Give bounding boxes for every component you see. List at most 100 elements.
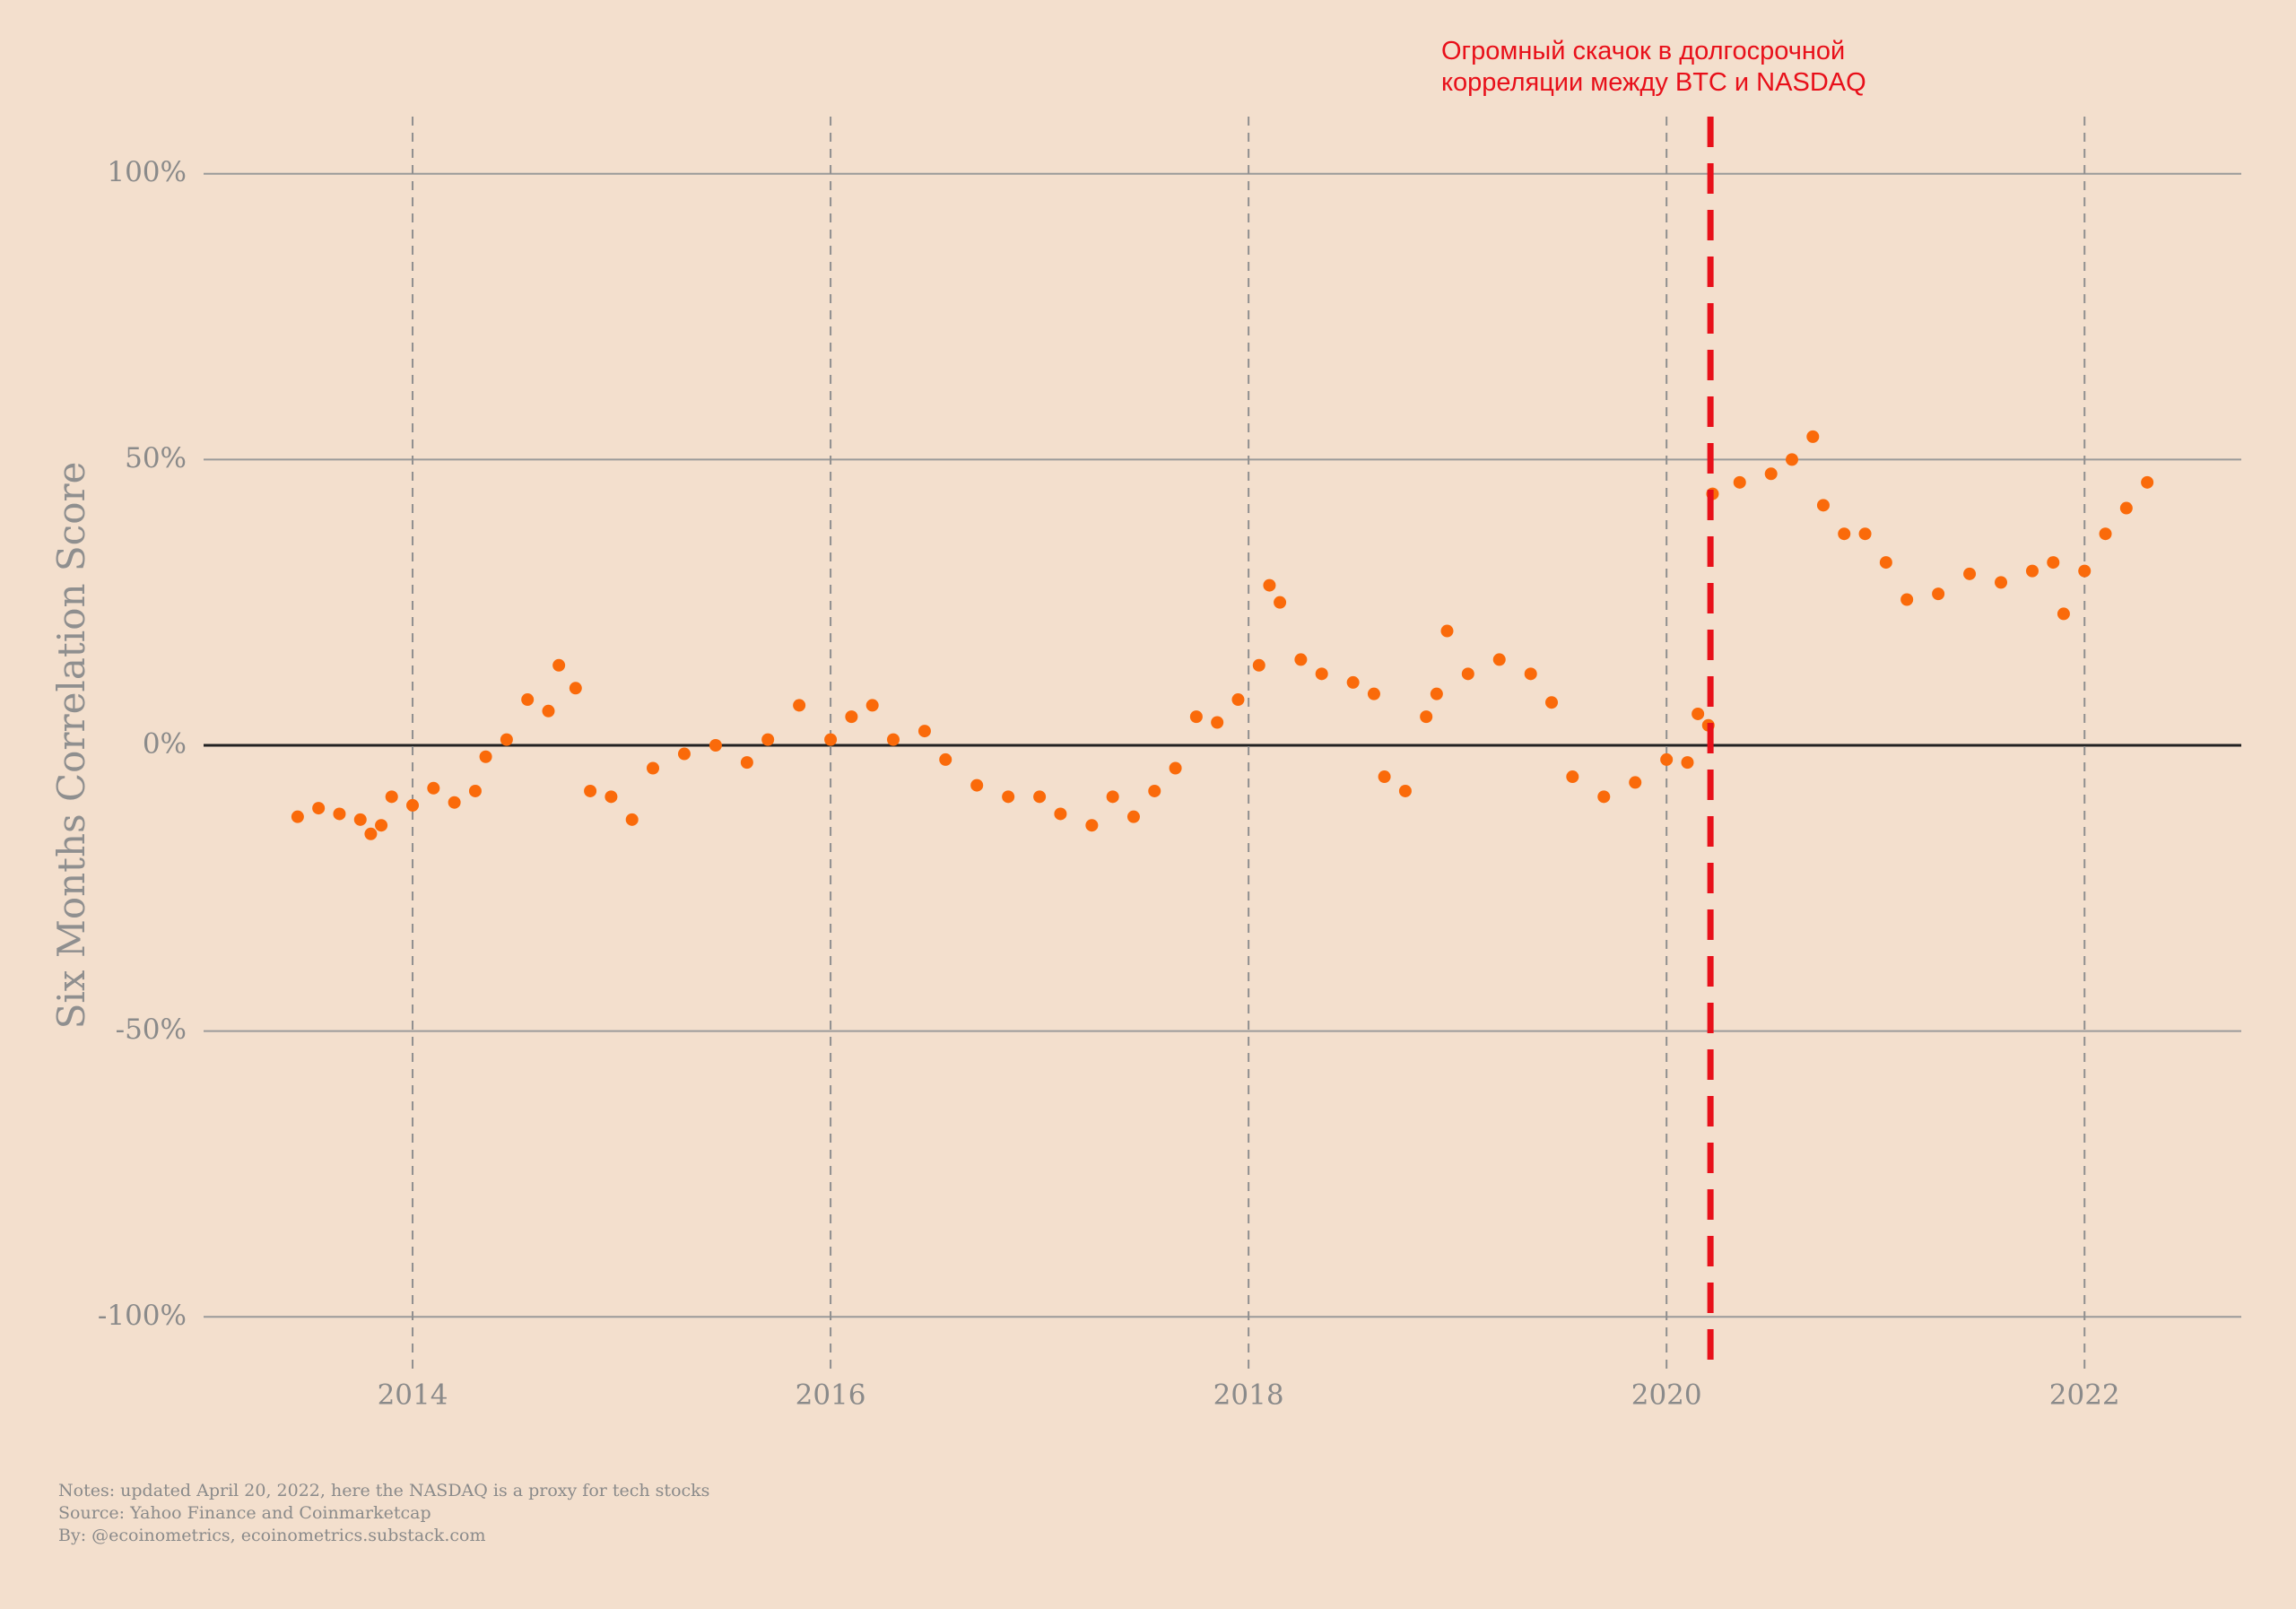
y-tick-label: -50% (116, 1013, 187, 1046)
point (1169, 761, 1182, 775)
point (1315, 667, 1328, 681)
point (1492, 653, 1506, 666)
x-tick-label: 2020 (1631, 1379, 1702, 1412)
annotation-line: корреляции между BTC и NASDAQ (1441, 68, 1866, 97)
point (291, 810, 304, 823)
point (1545, 696, 1559, 709)
point (939, 752, 952, 766)
point (479, 750, 492, 763)
point (2078, 564, 2092, 578)
annotation-line: Огромный скачок в долгосрочной (1441, 37, 1845, 65)
point (1398, 784, 1412, 797)
point (1430, 687, 1443, 700)
point (1126, 810, 1140, 823)
point (1597, 790, 1611, 804)
point (353, 813, 367, 826)
point (647, 761, 660, 775)
point (1879, 556, 1892, 570)
point (312, 802, 326, 815)
point (2057, 607, 2070, 621)
point (1785, 453, 1798, 466)
point (1263, 578, 1276, 592)
point (1420, 710, 1433, 724)
point (1900, 593, 1914, 606)
x-tick-label: 2018 (1213, 1379, 1284, 1412)
point (1764, 467, 1778, 481)
point (1367, 687, 1380, 700)
point (385, 790, 398, 804)
point (2119, 501, 2133, 515)
point (521, 693, 535, 707)
point (845, 710, 858, 724)
point (918, 725, 931, 738)
point (604, 790, 618, 804)
point (677, 747, 691, 761)
point (2047, 556, 2060, 570)
point (1692, 707, 1705, 720)
point (1211, 716, 1224, 729)
point (2099, 527, 2112, 541)
point (1461, 667, 1474, 681)
point (569, 682, 582, 695)
y-tick-label: 100% (107, 156, 187, 188)
x-tick-label: 2022 (2049, 1379, 2120, 1412)
point (1816, 499, 1830, 512)
point (2025, 564, 2039, 578)
point (1231, 693, 1245, 707)
y-tick-label: 0% (143, 728, 187, 761)
point (1838, 527, 1851, 541)
point (1252, 658, 1265, 672)
point (1806, 430, 1820, 443)
point (406, 798, 420, 812)
point (625, 813, 639, 826)
point (1148, 784, 1161, 797)
point (761, 733, 775, 746)
point (1189, 710, 1203, 724)
point (1681, 756, 1694, 770)
point (364, 827, 378, 840)
point (865, 699, 879, 712)
point (793, 699, 806, 712)
note-line: Notes: updated April 20, 2022, here the … (58, 1481, 709, 1500)
point (740, 756, 753, 770)
point (542, 704, 555, 718)
point (1106, 790, 1119, 804)
point (1566, 770, 1579, 784)
point (1995, 576, 2008, 589)
point (1002, 790, 1015, 804)
point (1858, 527, 1872, 541)
point (886, 733, 900, 746)
point (1932, 587, 1945, 601)
point (448, 796, 461, 809)
point (1346, 675, 1360, 689)
y-tick-label: -100% (98, 1300, 187, 1332)
point (709, 739, 722, 752)
point (500, 733, 513, 746)
point (584, 784, 597, 797)
point (2141, 475, 2154, 489)
point (970, 778, 984, 792)
point (1294, 653, 1308, 666)
point (1054, 807, 1067, 821)
point (1963, 567, 1977, 580)
point (1274, 596, 1287, 609)
point (1733, 475, 1746, 489)
point (1629, 776, 1642, 789)
point (375, 819, 388, 832)
point (427, 781, 440, 795)
point (552, 658, 566, 672)
point (824, 733, 838, 746)
point (1440, 624, 1454, 638)
point (1524, 667, 1537, 681)
point (1660, 752, 1674, 766)
note-line: Source: Yahoo Finance and Coinmarketcap (58, 1503, 431, 1523)
y-tick-label: 50% (125, 442, 187, 474)
note-line: By: @ecoinometrics, ecoinometrics.substa… (58, 1526, 485, 1545)
point (468, 784, 482, 797)
x-tick-label: 2014 (378, 1379, 448, 1412)
point (1378, 770, 1391, 784)
x-tick-label: 2016 (796, 1379, 866, 1412)
point (1033, 790, 1047, 804)
y-axis-title: Six Months Correlation Score (49, 462, 93, 1030)
